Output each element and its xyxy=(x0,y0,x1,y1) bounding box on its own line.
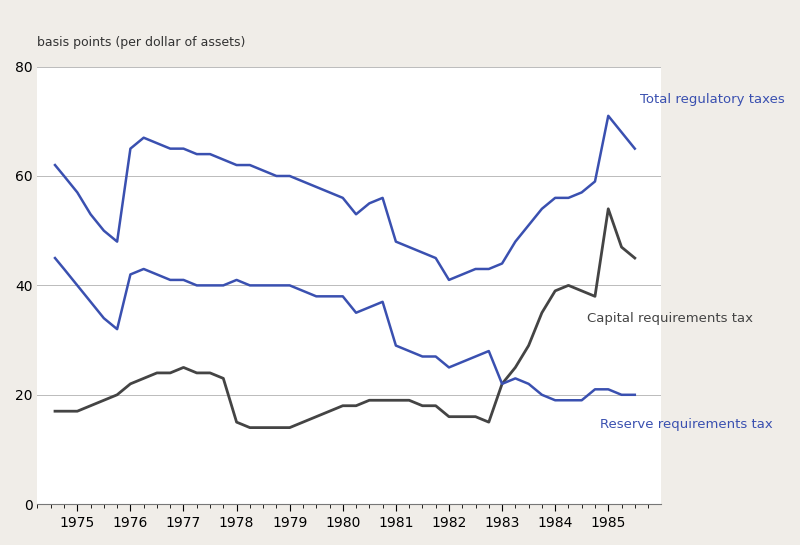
Text: Reserve requirements tax: Reserve requirements tax xyxy=(600,419,773,432)
Text: basis points (per dollar of assets): basis points (per dollar of assets) xyxy=(38,36,246,49)
Text: Capital requirements tax: Capital requirements tax xyxy=(587,312,753,325)
Text: Total regulatory taxes: Total regulatory taxes xyxy=(640,93,785,106)
